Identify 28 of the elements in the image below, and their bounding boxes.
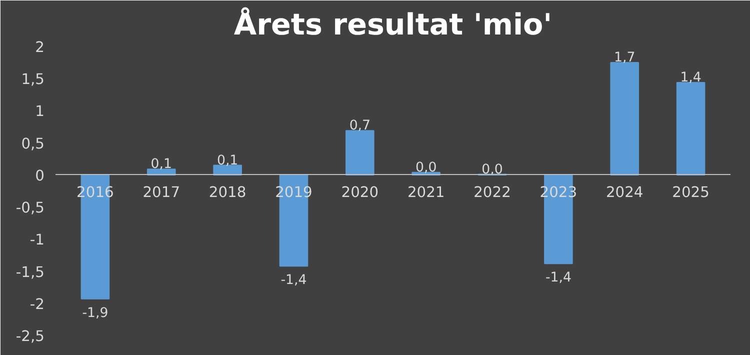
chart-title: Årets resultat 'mio' bbox=[234, 6, 552, 42]
y-tick-label: -2 bbox=[30, 296, 45, 313]
x-tick-label: 2017 bbox=[142, 184, 180, 201]
y-tick-label: -1,5 bbox=[16, 264, 45, 281]
y-tick-label: -0,5 bbox=[16, 200, 45, 217]
y-tick-label: 2 bbox=[35, 39, 45, 56]
data-label: 1,7 bbox=[614, 50, 636, 66]
y-tick-label: 1,5 bbox=[21, 71, 45, 88]
data-label: 0,1 bbox=[216, 153, 238, 168]
x-tick-label: 2020 bbox=[341, 184, 379, 201]
y-tick-label: -2,5 bbox=[16, 328, 45, 345]
x-tick-label: 2024 bbox=[606, 184, 644, 201]
x-tick-label: 2018 bbox=[208, 184, 246, 201]
x-tick-label: 2021 bbox=[407, 184, 445, 201]
y-tick-label: 0 bbox=[35, 167, 45, 184]
y-tick-label: 0,5 bbox=[21, 135, 45, 152]
data-label: -1,4 bbox=[280, 273, 307, 288]
data-label: 1,4 bbox=[680, 70, 702, 86]
x-tick-label: 2022 bbox=[474, 184, 511, 201]
data-label: 0,0 bbox=[482, 162, 503, 178]
data-label: -1,4 bbox=[545, 270, 572, 286]
y-tick-label: 1 bbox=[35, 103, 45, 120]
y-tick-label: -1 bbox=[30, 232, 45, 249]
data-label: 0,0 bbox=[415, 160, 437, 176]
data-label: -1,9 bbox=[82, 306, 108, 321]
x-tick-label: 2025 bbox=[672, 184, 710, 201]
data-label: 0,7 bbox=[349, 118, 371, 134]
data-label: 0,1 bbox=[150, 157, 172, 172]
